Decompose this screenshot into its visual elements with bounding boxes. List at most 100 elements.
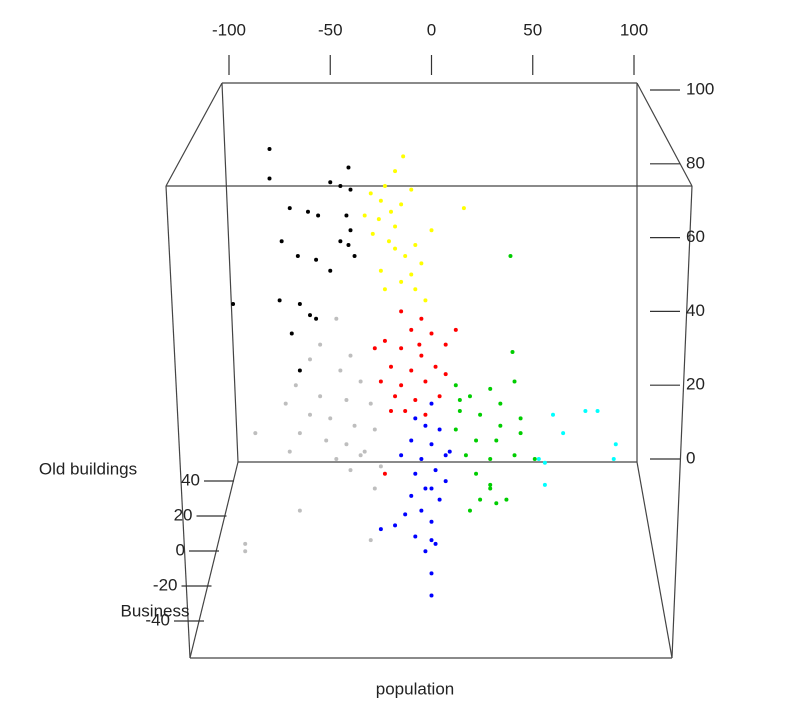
data-point <box>372 486 377 491</box>
data-point <box>267 176 272 181</box>
data-point <box>308 412 312 417</box>
data-point <box>504 497 509 502</box>
data-point <box>267 147 272 152</box>
data-point <box>467 508 472 513</box>
data-point <box>386 239 391 244</box>
data-point <box>314 257 319 262</box>
data-point <box>429 571 434 576</box>
data-point <box>508 254 513 259</box>
data-point <box>382 183 387 188</box>
data-point <box>399 202 404 207</box>
data-point <box>399 309 404 314</box>
data-point <box>551 412 555 417</box>
data-point <box>611 457 616 461</box>
data-point <box>447 449 452 454</box>
data-point <box>443 372 448 377</box>
y-tick-label: 20 <box>174 505 193 524</box>
data-point <box>423 298 428 303</box>
data-point <box>417 342 422 347</box>
data-point <box>409 493 414 498</box>
data-point <box>429 228 434 233</box>
data-point <box>409 368 414 373</box>
data-point <box>488 457 493 461</box>
data-point <box>419 261 424 266</box>
data-point <box>295 254 300 259</box>
data-point <box>488 486 493 491</box>
data-point <box>338 368 343 373</box>
x-tick-label: 50 <box>523 20 542 39</box>
data-point <box>457 409 462 414</box>
data-point <box>393 246 398 251</box>
z-tick-label: 100 <box>686 79 714 98</box>
data-point <box>457 397 462 402</box>
data-point <box>348 228 353 233</box>
data-point <box>348 187 353 192</box>
y-tick-label: 0 <box>176 540 185 559</box>
data-point <box>512 453 517 458</box>
z-tick-label: 60 <box>686 227 705 246</box>
z-axis-label: Old buildings <box>39 459 137 478</box>
data-point <box>419 508 424 513</box>
data-point <box>393 224 398 229</box>
data-point <box>413 287 418 292</box>
data-point <box>344 397 349 402</box>
data-point <box>338 183 343 188</box>
data-point <box>399 279 404 284</box>
data-point <box>419 457 424 461</box>
data-point <box>334 457 339 461</box>
x-tick-label: 0 <box>427 20 436 39</box>
data-point <box>283 401 288 406</box>
x-axis-label: population <box>376 679 454 698</box>
data-point <box>478 497 483 502</box>
data-point <box>352 254 357 259</box>
data-point <box>433 468 438 473</box>
data-point <box>474 438 479 443</box>
x-tick-label: -100 <box>212 20 246 39</box>
data-point <box>358 453 363 458</box>
data-point <box>318 394 323 399</box>
data-point <box>297 368 302 373</box>
data-point <box>382 471 387 476</box>
data-point <box>334 316 339 321</box>
data-point <box>512 379 517 384</box>
data-point <box>463 453 468 458</box>
data-point <box>378 464 383 469</box>
data-point <box>344 213 349 218</box>
data-point <box>510 349 515 354</box>
data-point <box>498 401 503 406</box>
data-point <box>382 338 387 343</box>
data-point <box>243 541 248 546</box>
data-point <box>413 534 418 539</box>
data-point <box>437 394 442 399</box>
x-tick-label: 100 <box>620 20 648 39</box>
data-point <box>277 298 282 303</box>
data-point <box>437 427 442 432</box>
data-point <box>532 457 537 461</box>
z-tick-label: 80 <box>686 153 705 172</box>
data-point <box>542 460 547 465</box>
data-point <box>413 471 418 476</box>
data-point <box>316 213 321 218</box>
data-point <box>419 353 424 358</box>
data-point <box>393 394 398 399</box>
y-tick-label: 40 <box>181 470 200 489</box>
data-point <box>409 438 414 443</box>
data-point <box>423 423 428 428</box>
y-tick-label: -40 <box>145 610 170 629</box>
data-point <box>429 519 434 524</box>
y-axis-label: Business <box>121 601 190 620</box>
data-point <box>409 327 414 332</box>
data-point <box>419 316 424 321</box>
data-point <box>393 169 398 174</box>
data-point <box>595 409 600 414</box>
data-point <box>461 206 466 211</box>
data-point <box>362 213 367 218</box>
data-point <box>433 364 438 369</box>
data-point <box>318 342 323 347</box>
data-point <box>403 409 408 414</box>
data-point <box>324 438 329 443</box>
data-point <box>362 449 367 454</box>
data-point <box>378 379 383 384</box>
y-tick-label: -20 <box>153 575 178 594</box>
data-point <box>382 287 387 292</box>
